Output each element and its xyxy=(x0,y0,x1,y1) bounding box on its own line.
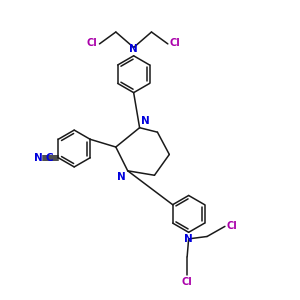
Text: N: N xyxy=(141,116,150,126)
Text: Cl: Cl xyxy=(182,277,193,287)
Text: Cl: Cl xyxy=(87,38,98,48)
Text: Cl: Cl xyxy=(169,38,180,48)
Text: N: N xyxy=(184,234,193,244)
Text: Cl: Cl xyxy=(227,221,237,231)
Text: N: N xyxy=(117,172,125,182)
Text: C: C xyxy=(46,153,53,163)
Text: N: N xyxy=(129,44,138,54)
Text: N: N xyxy=(34,153,42,163)
